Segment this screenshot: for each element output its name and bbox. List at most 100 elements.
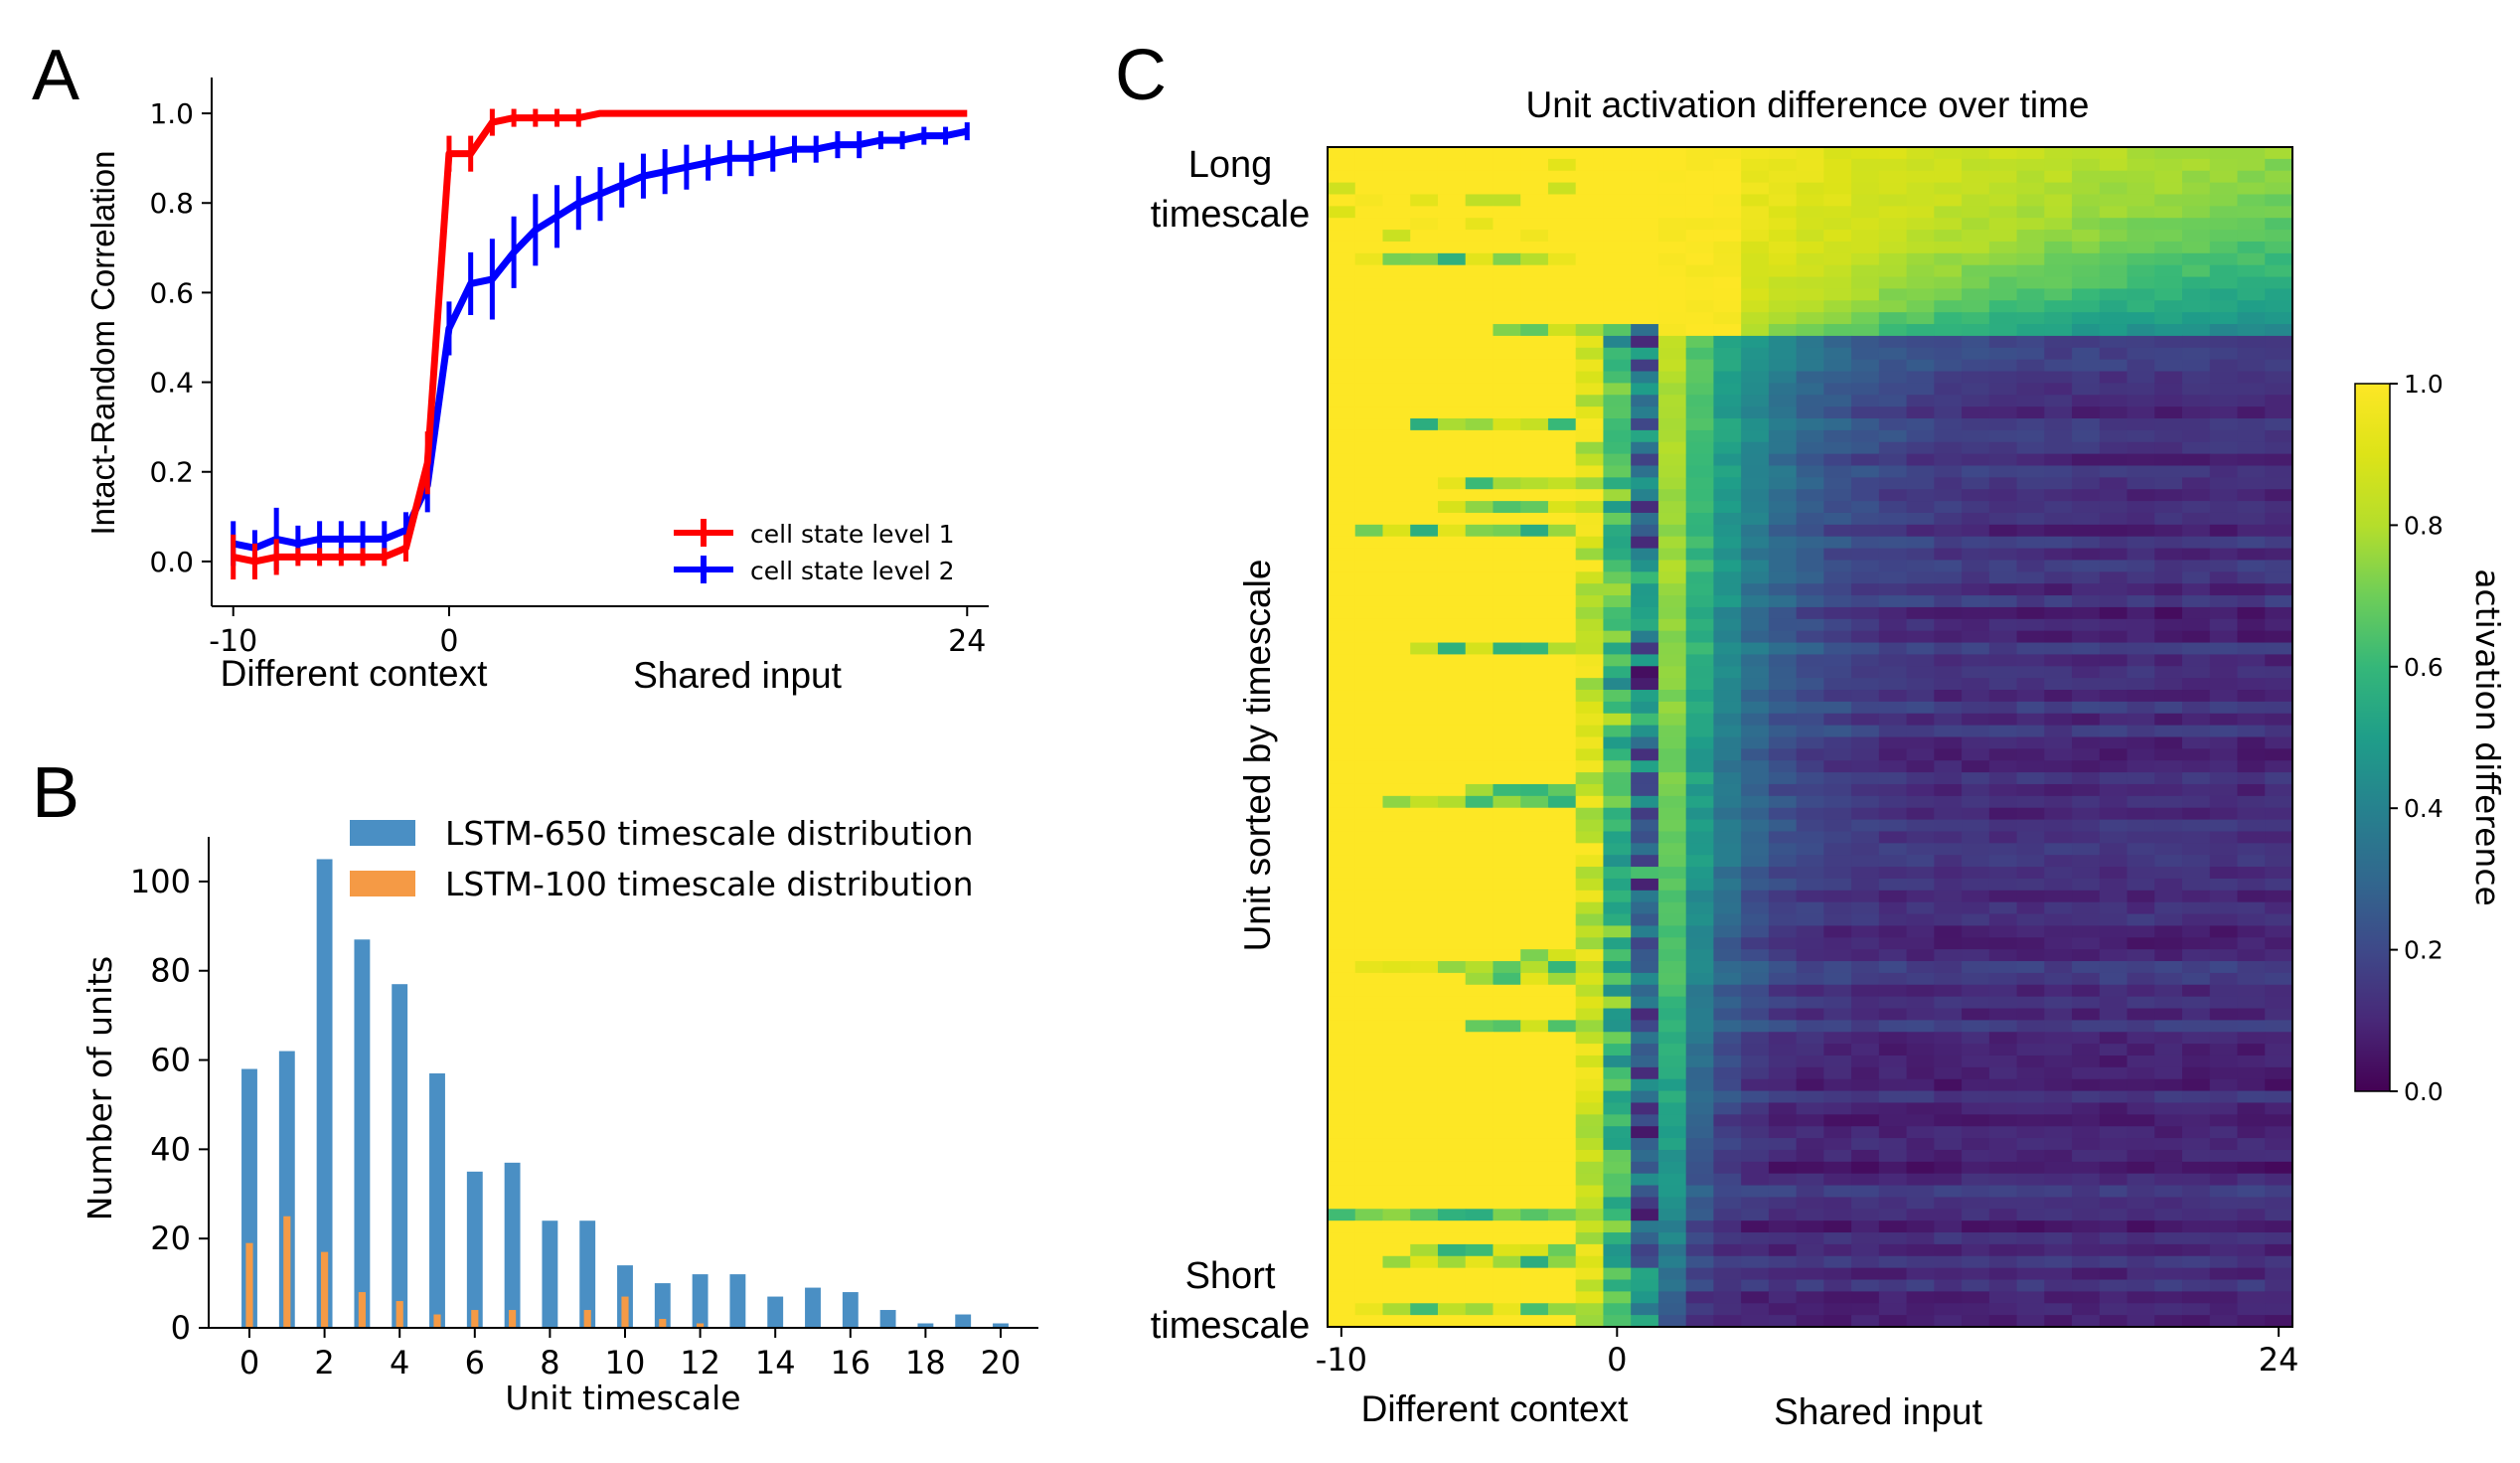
heatmap-cell — [1603, 288, 1632, 301]
heatmap-cell — [2265, 1008, 2293, 1021]
heatmap-cell — [1713, 595, 1742, 608]
heatmap-cell — [1437, 1209, 1467, 1221]
heatmap-cell — [1878, 807, 1908, 821]
colorbar-tick-label: 0.8 — [2404, 511, 2443, 540]
heatmap-cell — [2072, 1126, 2101, 1139]
heatmap-cell — [2016, 1315, 2045, 1328]
bar-lstm-650 — [842, 1292, 859, 1328]
heatmap-cell — [1382, 654, 1411, 667]
heatmap-cell — [2265, 206, 2293, 219]
heatmap-cell — [2154, 690, 2183, 703]
heatmap-cell — [1823, 713, 1852, 727]
heatmap-cell — [1823, 1173, 1852, 1187]
heatmap-cell — [1410, 666, 1439, 679]
heatmap-cell — [1713, 300, 1742, 313]
heatmap-cell — [1465, 783, 1495, 797]
heatmap-cell — [2099, 1149, 2128, 1163]
heatmap-cell — [2237, 666, 2266, 679]
heatmap-cell — [1575, 913, 1605, 927]
heatmap-cell — [2182, 760, 2211, 773]
heatmap-cell — [1437, 170, 1467, 184]
heatmap-cell — [2126, 595, 2155, 608]
heatmap-cell — [2016, 678, 2045, 691]
heatmap-cell — [2126, 1020, 2155, 1033]
heatmap-cell — [1906, 606, 1935, 620]
heatmap-cell — [1988, 831, 2018, 844]
heatmap-cell — [1906, 264, 1935, 278]
heatmap-cell — [2044, 725, 2073, 738]
heatmap-cell — [1741, 477, 1770, 490]
heatmap-cell — [1823, 583, 1852, 596]
heatmap-cell — [2154, 1315, 2183, 1328]
heatmap-cell — [1354, 158, 1384, 172]
panel-a-x-tick-label: 24 — [948, 624, 986, 659]
heatmap-cell — [1493, 1197, 1521, 1210]
heatmap-cell — [1657, 748, 1687, 761]
heatmap-cell — [2016, 760, 2045, 773]
heatmap-cell — [1382, 406, 1411, 419]
heatmap-cell — [2237, 429, 2266, 443]
heatmap-cell — [2099, 548, 2128, 562]
heatmap-cell — [1520, 1138, 1549, 1151]
heatmap-cell — [2182, 1020, 2211, 1033]
heatmap-cell — [2237, 937, 2266, 950]
heatmap-cell — [1575, 678, 1605, 691]
heatmap-cell — [2099, 182, 2128, 196]
heatmap-cell — [1382, 843, 1411, 856]
heatmap-cell — [2072, 1032, 2101, 1045]
heatmap-cell — [1823, 182, 1852, 196]
heatmap-cell — [1437, 548, 1467, 562]
heatmap-cell — [1934, 429, 1963, 443]
heatmap-cell — [1685, 654, 1714, 667]
heatmap-cell — [1906, 371, 1935, 384]
heatmap-cell — [1657, 218, 1687, 231]
heatmap-cell — [1547, 1185, 1577, 1199]
heatmap-cell — [1768, 347, 1798, 361]
heatmap-cell — [1851, 949, 1880, 962]
heatmap-cell — [1437, 335, 1467, 349]
heatmap-cell — [1962, 630, 1990, 644]
heatmap-cell — [1768, 748, 1798, 761]
bar-lstm-650 — [805, 1287, 821, 1328]
heatmap-cell — [1437, 701, 1467, 715]
heatmap-cell — [1657, 1315, 1687, 1328]
heatmap-cell — [2237, 819, 2266, 833]
heatmap-cell — [1547, 595, 1577, 608]
heatmap-cell — [2237, 560, 2266, 572]
heatmap-cell — [1685, 1020, 1714, 1033]
heatmap-cell — [1631, 901, 1659, 915]
heatmap-cell — [1354, 406, 1384, 419]
heatmap-cell — [1657, 1197, 1687, 1210]
heatmap-cell — [1382, 324, 1411, 337]
heatmap-cell — [1823, 678, 1852, 691]
heatmap-cell — [1465, 465, 1495, 478]
heatmap-cell — [1631, 206, 1659, 219]
heatmap-cell — [2182, 371, 2211, 384]
heatmap-cell — [1410, 878, 1439, 892]
heatmap-cell — [1741, 1090, 1770, 1104]
heatmap-cell — [1520, 489, 1549, 502]
heatmap-cell — [1685, 252, 1714, 266]
heatmap-cell — [1988, 194, 2018, 207]
heatmap-cell — [1657, 972, 1687, 986]
heatmap-cell — [2016, 878, 2045, 892]
heatmap-cell — [1988, 819, 2018, 833]
heatmap-cell — [2126, 819, 2155, 833]
heatmap-cell — [1741, 654, 1770, 667]
heatmap-cell — [1631, 1209, 1659, 1221]
heatmap-cell — [1962, 1197, 1990, 1210]
heatmap-cell — [2265, 925, 2293, 938]
heatmap-cell — [1437, 1185, 1467, 1199]
heatmap-cell — [1328, 595, 1356, 608]
heatmap-cell — [1741, 1020, 1770, 1033]
heatmap-cell — [1382, 1020, 1411, 1033]
heatmap-cell — [1878, 1055, 1908, 1068]
heatmap-cell — [2099, 489, 2128, 502]
heatmap-cell — [2154, 666, 2183, 679]
heatmap-cell — [1962, 477, 1990, 490]
heatmap-cell — [2265, 760, 2293, 773]
heatmap-cell — [1354, 831, 1384, 844]
heatmap-cell — [1493, 1173, 1521, 1187]
heatmap-cell — [1906, 465, 1935, 478]
heatmap-cell — [1657, 288, 1687, 301]
